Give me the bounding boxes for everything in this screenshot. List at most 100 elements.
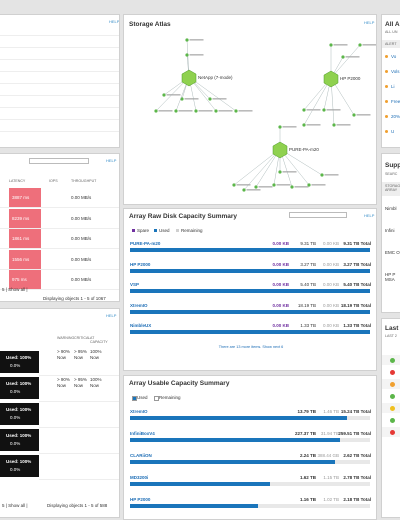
array-label: NetApp (7-mode) xyxy=(198,75,233,80)
used-value: 1.33 TB xyxy=(300,323,316,328)
row-line xyxy=(0,59,119,60)
column-header: AT CAPACITY xyxy=(90,336,108,344)
used-bar xyxy=(130,289,370,293)
node-dot xyxy=(232,183,236,187)
help-link: HELP xyxy=(109,19,120,24)
usage-box: Used: 100% 0.0% xyxy=(0,455,39,477)
remaining-value: 1.15 TB xyxy=(323,475,339,480)
usage-box: Used: 100% 0.0% xyxy=(0,429,39,451)
row-line xyxy=(0,95,119,96)
link xyxy=(233,148,281,186)
node-dot xyxy=(307,183,311,187)
remaining-value: 1.02 TB xyxy=(323,497,339,502)
row-line xyxy=(39,427,119,428)
alert-icon xyxy=(385,70,388,73)
used-value: Used: 100% xyxy=(6,407,32,412)
column-header: THROUGHPUT xyxy=(71,179,97,183)
capacity-panel: HELP WARNING CRITICAL AT CAPACITY Used: 100%… xyxy=(0,308,120,518)
used-bar xyxy=(130,248,370,252)
atlas-panel: Storage Atlas HELP NetApp (7-mode) HP P2000… xyxy=(123,14,377,205)
latency-cell xyxy=(9,208,41,228)
node-label xyxy=(236,184,251,186)
help-link: HELP xyxy=(364,20,375,25)
row-line xyxy=(39,375,119,376)
column-header: STORAG ARRAY xyxy=(385,184,400,192)
latency-value: 975 ms xyxy=(12,277,27,282)
node-label xyxy=(212,98,227,100)
usage-box: Used: 100% 0.0% xyxy=(0,403,39,425)
panel-title: Array Usable Capacity Summary xyxy=(129,380,230,387)
array-item: Infini xyxy=(385,228,395,233)
panel-subtitle: ALL UN xyxy=(385,30,398,34)
node-label xyxy=(336,124,351,126)
node-label xyxy=(333,44,348,46)
node-dot xyxy=(214,109,218,113)
alert-icon xyxy=(385,85,388,88)
node-label xyxy=(362,44,376,46)
used-bar xyxy=(130,309,370,314)
spare-value: 0.00 KB xyxy=(272,261,289,267)
node-dot xyxy=(329,43,333,47)
panel-title: Storage Atlas xyxy=(129,21,171,28)
pager: 5 | Show all | xyxy=(2,503,28,508)
node-dot xyxy=(174,109,178,113)
spare-value: 0.00 KB xyxy=(272,282,289,287)
latency-cell xyxy=(9,249,41,269)
event-icon xyxy=(390,382,395,387)
remaining-value: 1.46 TB xyxy=(323,409,339,414)
column-header: LATENCY xyxy=(9,179,26,183)
used-value: 5.40 TB xyxy=(300,282,316,287)
panel-title: Last xyxy=(385,325,399,332)
node-dot xyxy=(162,93,166,97)
legend-swatch xyxy=(154,229,157,232)
row-line xyxy=(0,131,119,132)
legend-swatch xyxy=(154,396,159,401)
usage-box: Used: 100% 0.0% xyxy=(0,377,39,399)
help-link: HELP xyxy=(106,313,117,318)
node-dot xyxy=(234,109,238,113)
node-dot xyxy=(185,38,189,42)
event-icon xyxy=(390,430,395,435)
total-value: 1.33 TB Total xyxy=(343,323,371,328)
throughput-value: 0.00 MB/s xyxy=(71,195,92,200)
latency-cell xyxy=(9,270,41,289)
spare-value: 0.00 KB xyxy=(272,241,289,246)
latency-value: 3887 ms xyxy=(12,195,30,200)
search-box xyxy=(29,158,89,164)
row-line xyxy=(0,107,119,108)
node-dot xyxy=(154,109,158,113)
array-name: HP P2000 xyxy=(130,261,151,267)
remaining-value: 388.44 GB xyxy=(317,453,339,458)
help-link: HELP xyxy=(106,158,117,163)
array-label: HP P2000 xyxy=(340,76,361,81)
row-line xyxy=(0,47,119,48)
used-bar xyxy=(130,482,270,486)
array-name: XtremIO xyxy=(130,409,148,414)
node-dot xyxy=(341,55,345,59)
used-value: 18.19 TB xyxy=(297,302,316,308)
node-dot xyxy=(278,125,282,129)
used-value: 1.62 TB xyxy=(299,475,316,480)
total-value: 2.78 TB Total xyxy=(343,475,371,480)
node-label xyxy=(198,110,213,112)
array-label: PURE-PA-m20 xyxy=(289,147,319,152)
threshold: 100% Now xyxy=(90,377,102,388)
node-dot xyxy=(194,109,198,113)
search-box xyxy=(289,212,347,218)
node-dot xyxy=(185,53,189,57)
node-label xyxy=(306,124,321,126)
panel-subtitle: LAST 2 xyxy=(385,334,397,338)
threshold: > 90% Now xyxy=(57,349,70,360)
throughput-value: 0.00 MB/s xyxy=(71,277,92,282)
array-name: HP P2000 xyxy=(130,497,151,502)
array-node xyxy=(323,70,339,88)
node-dot xyxy=(302,123,306,127)
remaining-value: 0.00 KB xyxy=(322,282,339,287)
support-panel: Supp SEARC STORAG ARRAY Nimbl Infini EMC O HP … xyxy=(381,153,400,313)
link xyxy=(330,44,361,79)
usage-box: Used: 100% 0.0% xyxy=(0,351,39,373)
array-node xyxy=(272,141,288,159)
used-value: 2.24 TB xyxy=(299,453,316,458)
used-value: Used: 100% xyxy=(6,459,32,464)
